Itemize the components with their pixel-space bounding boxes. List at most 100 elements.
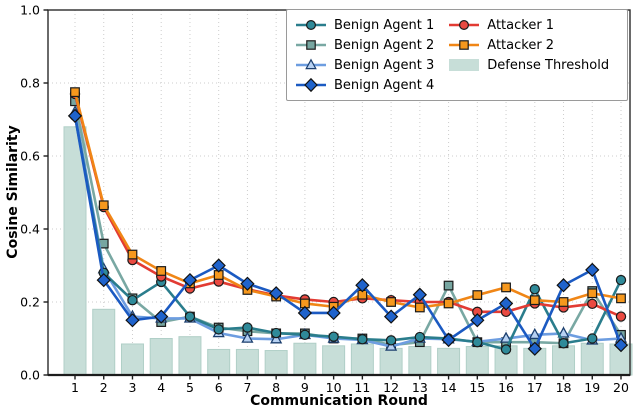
y-tick-label: 1.0: [20, 3, 40, 18]
data-point-square: [472, 290, 483, 300]
x-tick-label: 2: [100, 380, 108, 395]
data-point-square: [386, 297, 397, 307]
y-tick-label: 0.8: [20, 76, 40, 91]
data-point-triangle: [241, 331, 254, 343]
data-point-diamond: [125, 313, 140, 328]
data-point-circle: [213, 324, 224, 335]
data-point-circle: [414, 331, 426, 343]
legend-label: Benign Agent 3: [334, 57, 435, 73]
x-axis-label: Communication Round: [250, 393, 428, 409]
legend-column: Attacker 1 Attacker 2 Defense Threshold: [448, 15, 609, 95]
data-point-circle: [529, 284, 540, 295]
data-point-diamond: [498, 296, 514, 311]
legend-item-benign-agent-1: Benign Agent 1: [295, 15, 434, 35]
data-point-diamond: [154, 309, 169, 324]
data-point-diamond: [613, 337, 629, 353]
data-point-circle: [385, 335, 397, 346]
x-tick-label: 5: [186, 380, 194, 395]
data-point-circle: [242, 322, 253, 333]
data-point-square: [156, 266, 167, 276]
x-tick-label: 10: [326, 380, 342, 395]
data-point-circle: [587, 298, 598, 310]
data-point-diamond: [96, 272, 111, 288]
data-point-triangle: [499, 331, 513, 343]
data-point-circle: [500, 344, 512, 355]
x-tick-label: 6: [215, 380, 223, 395]
data-point-diamond: [383, 309, 399, 324]
data-point-square: [558, 297, 569, 307]
data-point-circle: [328, 331, 339, 342]
data-point-diamond: [67, 108, 83, 123]
legend-label: Defense Threshold: [487, 57, 610, 73]
legend-label: Benign Agent 4: [334, 77, 435, 93]
series-line-benign-agent-4: [73, 114, 623, 351]
legend-label: Attacker 1: [487, 17, 555, 33]
data-point-diamond: [527, 341, 542, 356]
defense-threshold-bar: [207, 348, 231, 376]
y-tick-label: 0.0: [20, 368, 40, 383]
data-point-circle: [184, 311, 196, 322]
data-point-diamond: [211, 258, 226, 273]
data-point-square: [587, 288, 598, 299]
data-point-square: [70, 87, 80, 98]
legend-label: Attacker 2: [487, 37, 555, 53]
legend-item-benign-agent-4: Benign Agent 4: [295, 75, 434, 95]
data-point-square: [616, 293, 626, 304]
data-point-triangle: [385, 339, 398, 351]
legend-item-attacker-1: Attacker 1: [448, 15, 609, 35]
data-point-square: [414, 302, 425, 313]
defense-threshold-bar: [580, 342, 604, 376]
legend: Benign Agent 1 Benign Agent 2 Benign Agent…: [286, 9, 628, 101]
data-point-diamond: [355, 278, 370, 293]
data-point-square: [501, 282, 511, 293]
y-tick-label: 0.6: [20, 149, 40, 164]
defense-threshold-bar: [379, 347, 403, 376]
legend-item-attacker-2: Attacker 2: [448, 35, 609, 55]
legend-marker-icon: [449, 40, 480, 50]
data-point-triangle: [270, 332, 283, 344]
data-point-diamond: [269, 286, 284, 301]
legend-marker-icon: [296, 40, 326, 50]
defense-threshold-bar: [92, 308, 116, 376]
x-tick-label: 1: [71, 380, 79, 395]
x-tick-label: 20: [613, 380, 629, 395]
defense-threshold-bar: [120, 343, 144, 376]
data-point-square: [529, 295, 540, 306]
legend-column: Benign Agent 1 Benign Agent 2 Benign Agent…: [295, 15, 434, 95]
y-axis-label: Cosine Similarity: [5, 125, 21, 259]
data-point-diamond: [585, 262, 600, 278]
x-tick-label: 4: [157, 380, 165, 395]
x-tick-label: 3: [128, 380, 136, 395]
defense-threshold-bar: [552, 345, 576, 376]
data-point-diamond: [470, 313, 485, 328]
data-point-triangle: [528, 327, 541, 340]
defense-threshold-bar: [178, 336, 202, 376]
defense-threshold-bar: [437, 347, 461, 376]
x-tick-label: 14: [441, 380, 457, 395]
x-tick-label: 11: [354, 380, 370, 395]
x-tick-label: 9: [301, 380, 309, 395]
legend-label: Benign Agent 1: [334, 17, 435, 33]
x-tick-label: 19: [584, 380, 600, 395]
y-tick-label: 0.2: [20, 295, 40, 310]
series-line-benign-agent-2: [73, 99, 623, 347]
data-point-circle: [127, 294, 138, 306]
legend-label: Benign Agent 2: [334, 37, 435, 53]
x-tick-label: 17: [527, 380, 543, 395]
data-point-diamond: [182, 272, 198, 288]
legend-marker-icon: [296, 58, 326, 70]
legend-item-defense-threshold: Defense Threshold: [448, 55, 609, 75]
defense-threshold-bar: [350, 343, 374, 376]
data-point-circle: [615, 274, 627, 286]
x-tick-label: 8: [272, 380, 280, 395]
x-tick-label: 15: [469, 380, 485, 395]
legend-marker-icon: [449, 19, 480, 31]
legend-item-benign-agent-3: Benign Agent 3: [295, 55, 434, 75]
x-tick-label: 18: [556, 380, 572, 395]
data-point-circle: [472, 336, 483, 348]
x-tick-label: 16: [498, 380, 514, 395]
y-tick-label: 0.4: [20, 222, 40, 237]
data-point-square: [127, 249, 138, 260]
legend-swatch-icon: [449, 59, 480, 71]
